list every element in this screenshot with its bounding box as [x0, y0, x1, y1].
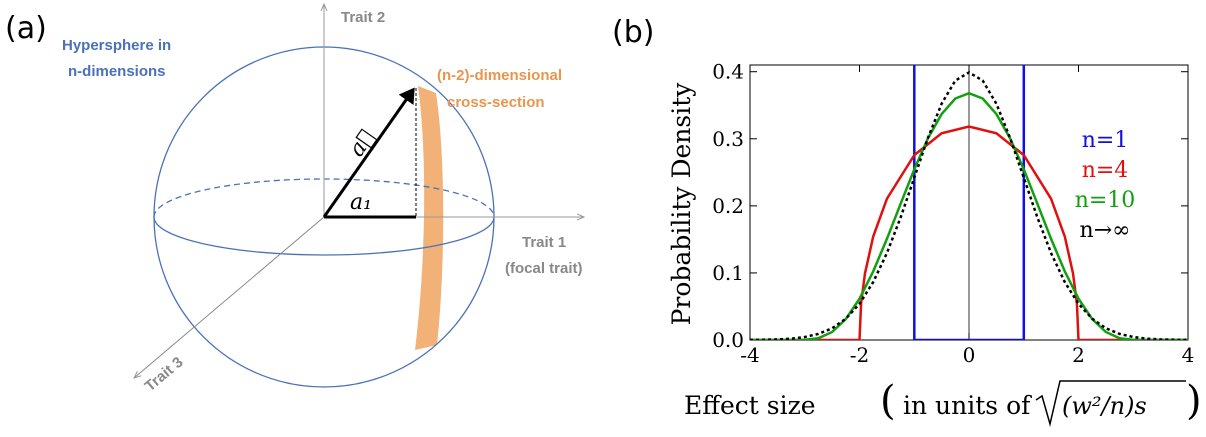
legend-entry: n→∞: [1080, 218, 1131, 243]
x-tick-label: 0: [963, 343, 976, 367]
trait3-label: Trait 3: [142, 354, 187, 395]
y-tick-label: 0.1: [712, 261, 744, 285]
cross-section-band: [415, 86, 444, 350]
x-tick-label: 4: [1182, 343, 1195, 367]
y-tick-label: 0.4: [712, 60, 744, 84]
hypersphere-label: Hypersphere in: [62, 37, 171, 54]
y-axis-label: Probability Density: [667, 82, 696, 326]
panel-label: (b): [612, 15, 654, 50]
panel-a: (a) Hypersphere in n-dimensions (n-2)-di…: [5, 4, 584, 395]
component-label: a₁: [350, 190, 372, 215]
axis-trait3: [134, 216, 325, 378]
panel-label: (a): [5, 11, 47, 46]
y-tick-label: 0.0: [712, 328, 744, 352]
y-tick-label: 0.3: [712, 127, 744, 151]
paren: (: [880, 378, 896, 424]
x-tick-label: -4: [740, 343, 759, 367]
curve: [913, 65, 1026, 340]
hypersphere-label: n-dimensions: [68, 63, 166, 80]
x-axis-label: Effect size: [684, 391, 816, 420]
panel-b: (b) Probability Density Effect size ( in…: [612, 15, 1202, 427]
trait2-label: Trait 2: [341, 9, 385, 26]
curve: [750, 125, 1188, 340]
x-tick-label: 2: [1072, 343, 1085, 367]
curve: [750, 70, 1188, 340]
trait1-label: (focal trait): [505, 260, 583, 277]
x-axis-label: in units of: [903, 391, 1032, 420]
x-axis-label: (w²/n)s: [1062, 392, 1147, 420]
y-tick-label: 0.2: [712, 194, 744, 218]
legend-entry: n=1: [1082, 128, 1129, 153]
vector-label: a⃗: [344, 126, 380, 162]
legend-entry: n=10: [1075, 188, 1136, 213]
equator-front: [153, 216, 495, 256]
legend-entry: n=4: [1082, 158, 1129, 183]
paren: ): [1186, 378, 1202, 424]
x-tick-label: -2: [850, 343, 869, 367]
cross-section-label: cross-section: [447, 94, 545, 111]
cross-section-label: (n-2)-dimensional: [437, 67, 562, 84]
sqrt-sign: [1035, 380, 1186, 427]
vector-a: [322, 87, 415, 218]
trait1-label: Trait 1: [522, 234, 566, 251]
